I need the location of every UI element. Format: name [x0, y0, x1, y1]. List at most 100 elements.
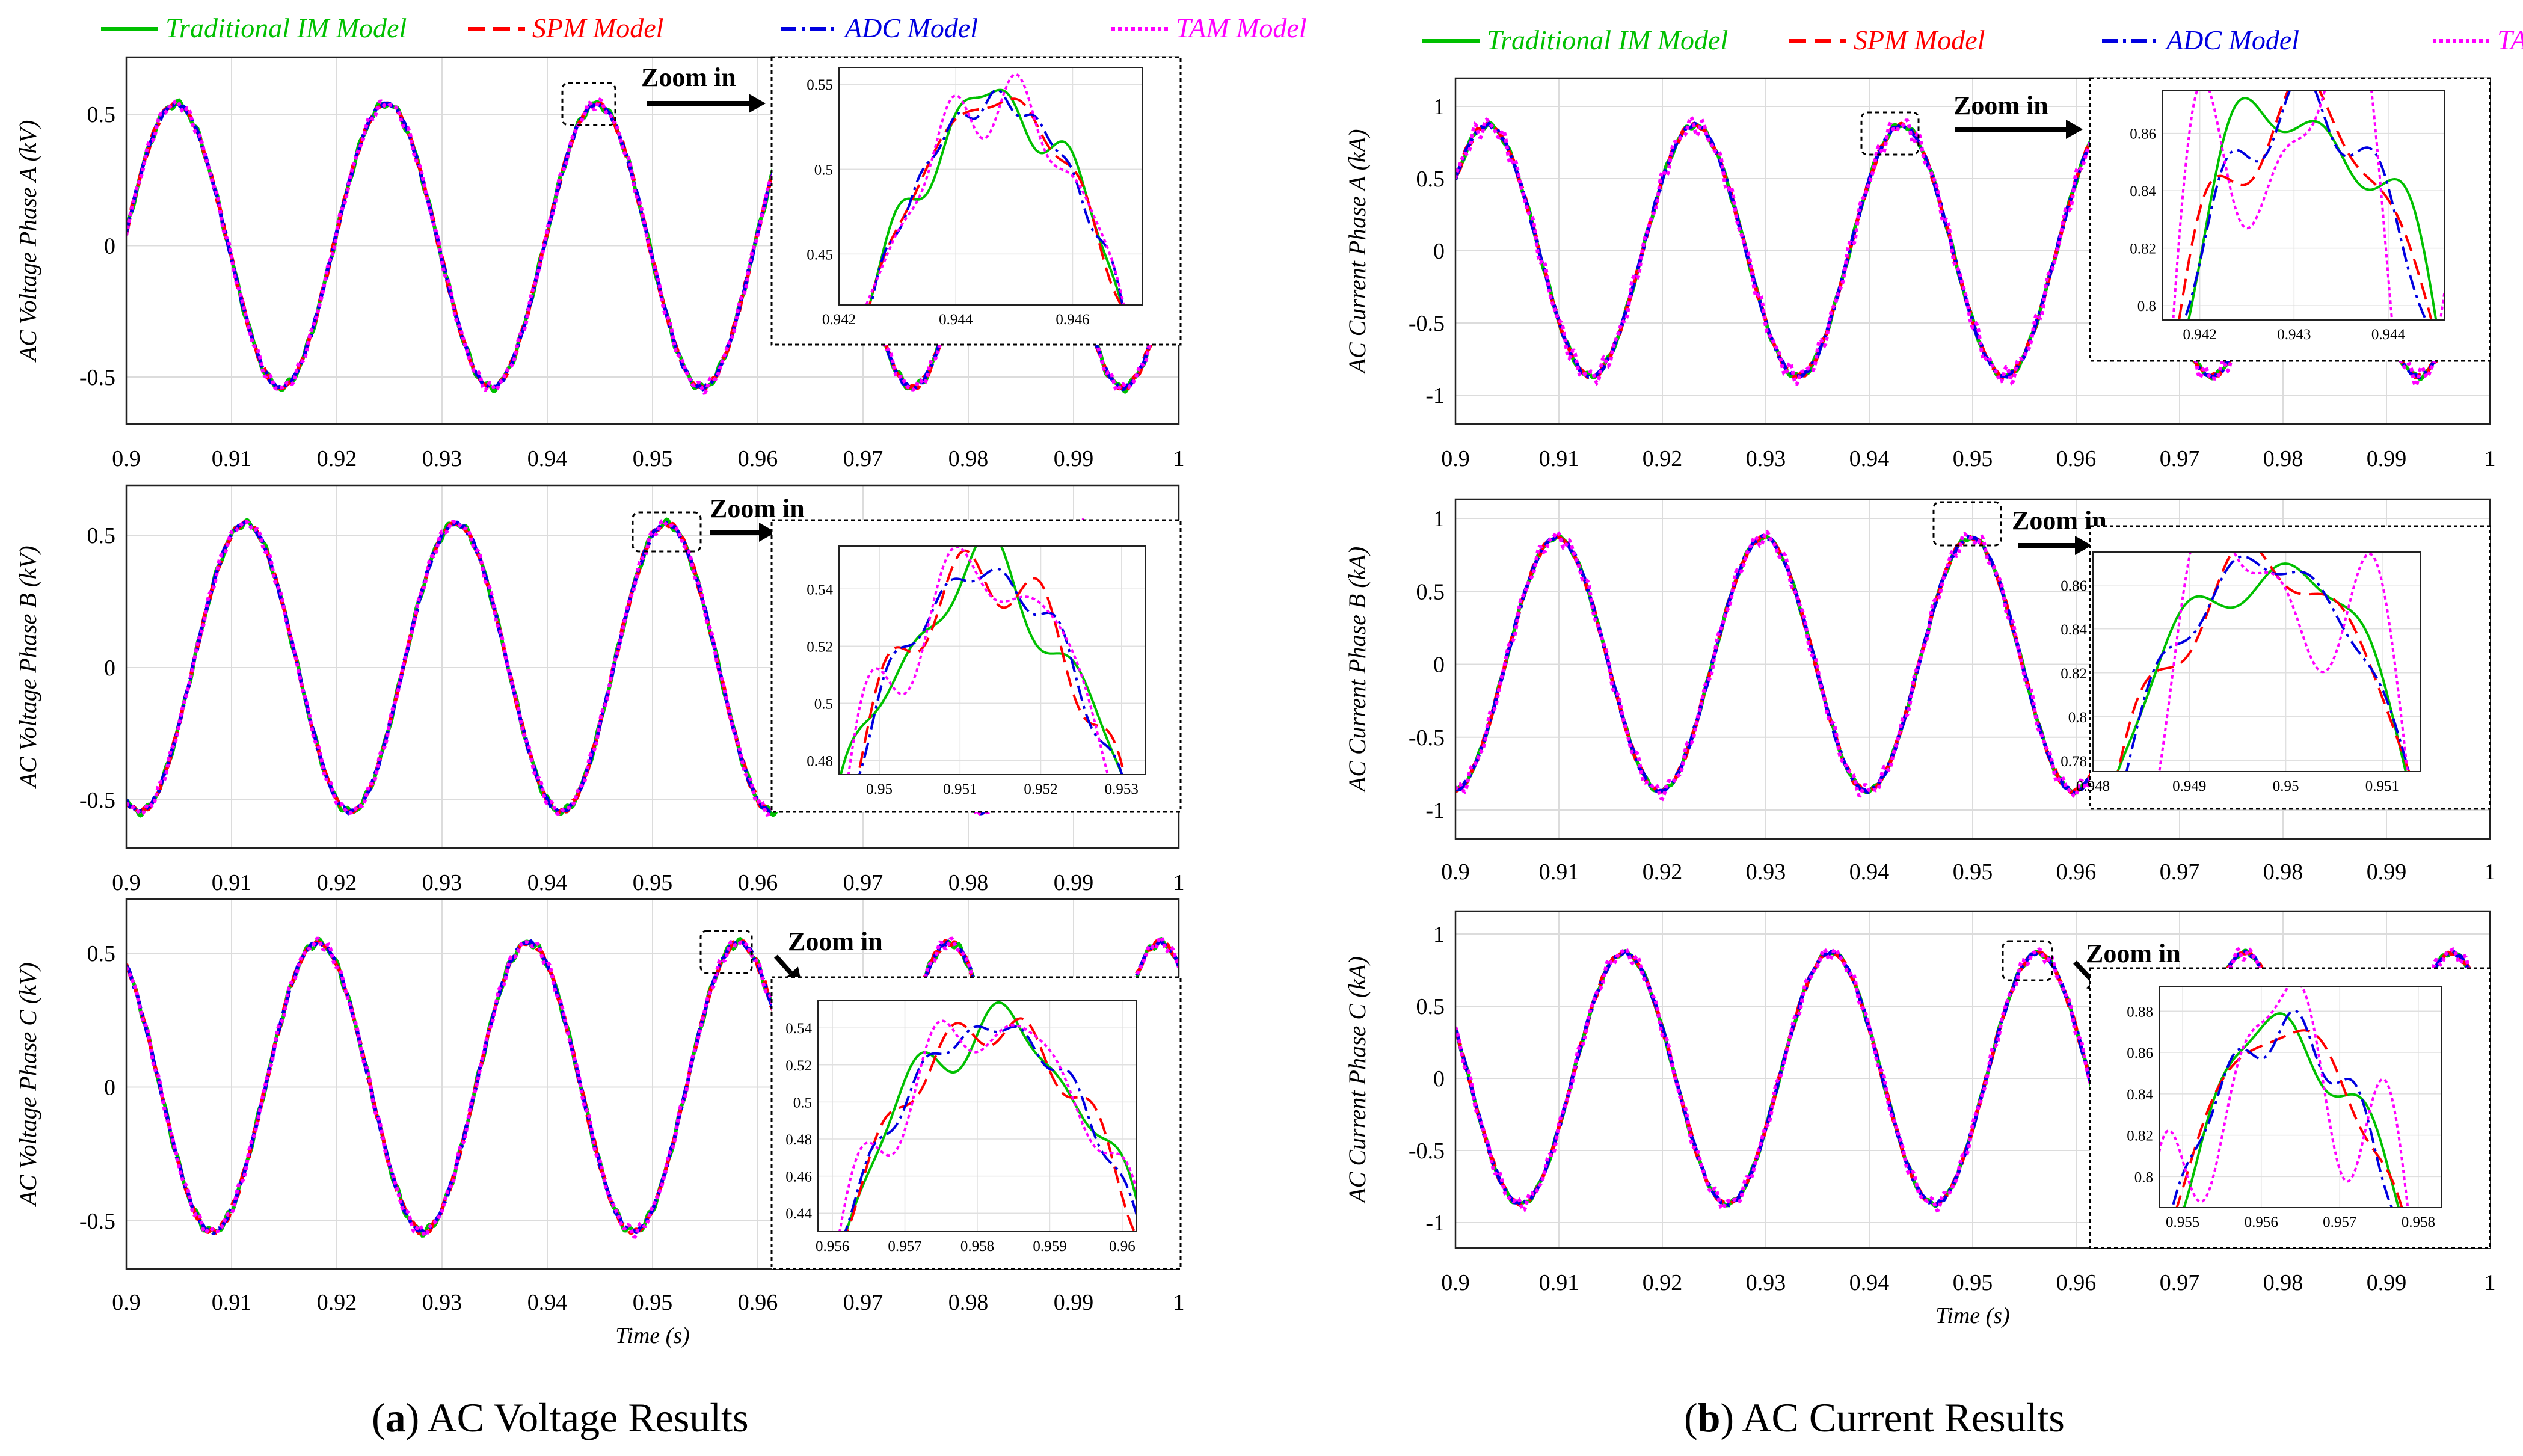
x-tick-label: 1 [1173, 1290, 1185, 1315]
x-tick-label: 0.9 [112, 1290, 141, 1315]
panel-ib: 0.9 0.91 0.92 0.93 0.94 0.95 0.96 0.97 0.98 0.99 1… [1344, 498, 2496, 885]
y-tick-label: -1 [1425, 798, 1445, 823]
zoom-series-line-3 [844, 1025, 1137, 1232]
zoom-series-line-4 [2159, 986, 2409, 1208]
x-tick-label: 0.91 [1539, 859, 1579, 885]
zoom-x-tick-label: 0.951 [2365, 778, 2399, 794]
zoom-inset-box [2089, 525, 2491, 810]
y-tick-label: 0.5 [1416, 579, 1445, 604]
zoom-y-tick-label: 0.55 [807, 77, 833, 93]
x-tick-label: 0.98 [948, 870, 989, 895]
zoom-y-tick-label: 0.46 [785, 1169, 812, 1185]
panel-ia: 0.9 0.91 0.92 0.93 0.94 0.95 0.96 0.97 0.98 0.99 1… [1344, 77, 2496, 472]
zoom-x-tick-label: 0.958 [2402, 1214, 2435, 1230]
panel-ic: 0.9 0.91 0.92 0.93 0.94 0.95 0.96 0.97 0.98 0.99 1… [1344, 910, 2496, 1329]
x-tick-label: 0.92 [317, 446, 357, 472]
legend-label: TAM Model [1176, 13, 1307, 43]
x-tick-label: 0.96 [2056, 1270, 2097, 1295]
x-tick-label: 0.99 [2367, 446, 2407, 472]
x-tick-label: 0.97 [843, 870, 884, 895]
zoom-axes-frame [817, 1000, 1137, 1232]
zoom-axes-frame [2162, 90, 2445, 321]
panel-vc: 0.9 0.91 0.92 0.93 0.94 0.95 0.96 0.97 0.98 0.99 1… [14, 898, 1185, 1348]
zoom-inset-box [770, 519, 1182, 813]
x-tick-label: 0.98 [948, 446, 989, 472]
zoom-x-tick-label: 0.957 [2323, 1214, 2356, 1230]
zoom-y-tick-label: 0.44 [785, 1206, 812, 1222]
x-tick-label: 0.98 [2263, 446, 2303, 472]
x-tick-label: 0.94 [1849, 446, 1890, 472]
y-axis-label: AC Current Phase C (kA) [1344, 956, 1371, 1205]
x-tick-label: 0.96 [738, 1290, 778, 1315]
x-tick-label: 1 [2485, 446, 2496, 472]
zoom-y-tick-label: 0.84 [2130, 183, 2156, 200]
zoom-in-label: Zoom in [641, 63, 736, 92]
x-tick-label: 0.95 [1953, 446, 1993, 472]
panel-vb: 0.9 0.91 0.92 0.93 0.94 0.95 0.96 0.97 0.98 0.99 1… [14, 484, 1185, 895]
x-tick-label: 0.94 [1849, 859, 1890, 885]
zoom-series-line-2 [868, 97, 1123, 305]
zoom-y-tick-label: 0.88 [2127, 1004, 2153, 1020]
zoom-y-tick-label: 0.8 [2137, 298, 2156, 315]
zoom-in-label: Zoom in [1953, 91, 2048, 120]
y-tick-label: 0.5 [1416, 167, 1445, 192]
zoom-y-tick-label: 0.78 [2061, 754, 2087, 770]
zoom-x-tick-label: 0.942 [2183, 327, 2217, 343]
legend-label: Traditional IM Model [165, 13, 407, 43]
y-tick-label: -1 [1425, 1211, 1445, 1236]
series-line-4 [126, 97, 1179, 395]
x-tick-label: 0.93 [422, 1290, 462, 1315]
y-tick-label: 0 [1433, 653, 1445, 678]
zoom-series-line-3 [2183, 90, 2427, 320]
zoom-x-tick-label: 0.958 [960, 1238, 994, 1255]
zoom-y-tick-label: 0.86 [2061, 578, 2087, 594]
zoom-series-line-2 [2178, 90, 2433, 320]
zoom-region-marker [1932, 501, 2002, 547]
x-tick-label: 1 [2485, 859, 2496, 885]
zoom-y-tick-label: 0.82 [2127, 1128, 2153, 1144]
x-tick-label: 1 [1173, 446, 1185, 472]
zoom-region-marker [699, 930, 753, 974]
zoom-x-tick-label: 0.942 [822, 312, 856, 328]
zoom-y-tick-label: 0.82 [2061, 666, 2087, 682]
zoom-x-tick-label: 0.96 [1109, 1238, 1136, 1255]
zoom-y-tick-label: 0.82 [2130, 241, 2156, 257]
zoom-series-line-3 [2125, 555, 2411, 772]
zoom-series-line-1 [844, 1001, 1137, 1232]
series-line-3 [126, 100, 1179, 392]
y-axis-label: AC Current Phase A (kA) [1344, 129, 1371, 375]
x-axis-label: Time (s) [615, 1323, 690, 1348]
zoom-arrow-head [759, 523, 776, 542]
y-tick-label: -0.5 [79, 788, 115, 813]
x-tick-label: 0.96 [738, 870, 778, 895]
zoom-x-tick-label: 0.948 [2076, 778, 2110, 794]
legend-label: SPM Model [532, 13, 663, 43]
zoom-series-line-3 [870, 88, 1124, 305]
y-tick-label: -0.5 [1409, 311, 1445, 336]
zoom-arrow-head [2066, 120, 2083, 139]
zoom-x-tick-label: 0.957 [888, 1238, 921, 1255]
y-tick-label: 0 [104, 234, 115, 259]
zoom-y-tick-label: 0.54 [807, 582, 833, 598]
zoom-series-line-2 [856, 549, 1126, 775]
zoom-in-label: Zoom in [788, 927, 883, 956]
y-axis-label: AC Voltage Phase B (kV) [14, 545, 41, 789]
y-tick-label: -0.5 [79, 365, 115, 390]
y-tick-label: 1 [1433, 506, 1445, 532]
y-tick-label: 0.5 [87, 102, 116, 127]
zoom-series-line-2 [2175, 1029, 2403, 1208]
legend-label: ADC Model [2165, 25, 2299, 55]
x-tick-label: 0.9 [1441, 859, 1470, 885]
zoom-y-tick-label: 0.84 [2127, 1087, 2153, 1103]
x-tick-label: 0.96 [2056, 446, 2097, 472]
zoom-y-tick-label: 0.5 [814, 696, 833, 712]
caption-b: (b) AC Current Results [1684, 1395, 2065, 1440]
zoom-arrow-head [749, 94, 766, 113]
x-tick-label: 0.92 [317, 1290, 357, 1315]
zoom-series-line-2 [2116, 552, 2411, 772]
zoom-series-line-1 [2187, 97, 2438, 320]
zoom-x-tick-label: 0.959 [1033, 1238, 1066, 1255]
zoom-x-tick-label: 0.944 [2371, 327, 2406, 343]
x-tick-label: 0.95 [633, 870, 673, 895]
zoom-y-tick-label: 0.52 [785, 1058, 812, 1074]
